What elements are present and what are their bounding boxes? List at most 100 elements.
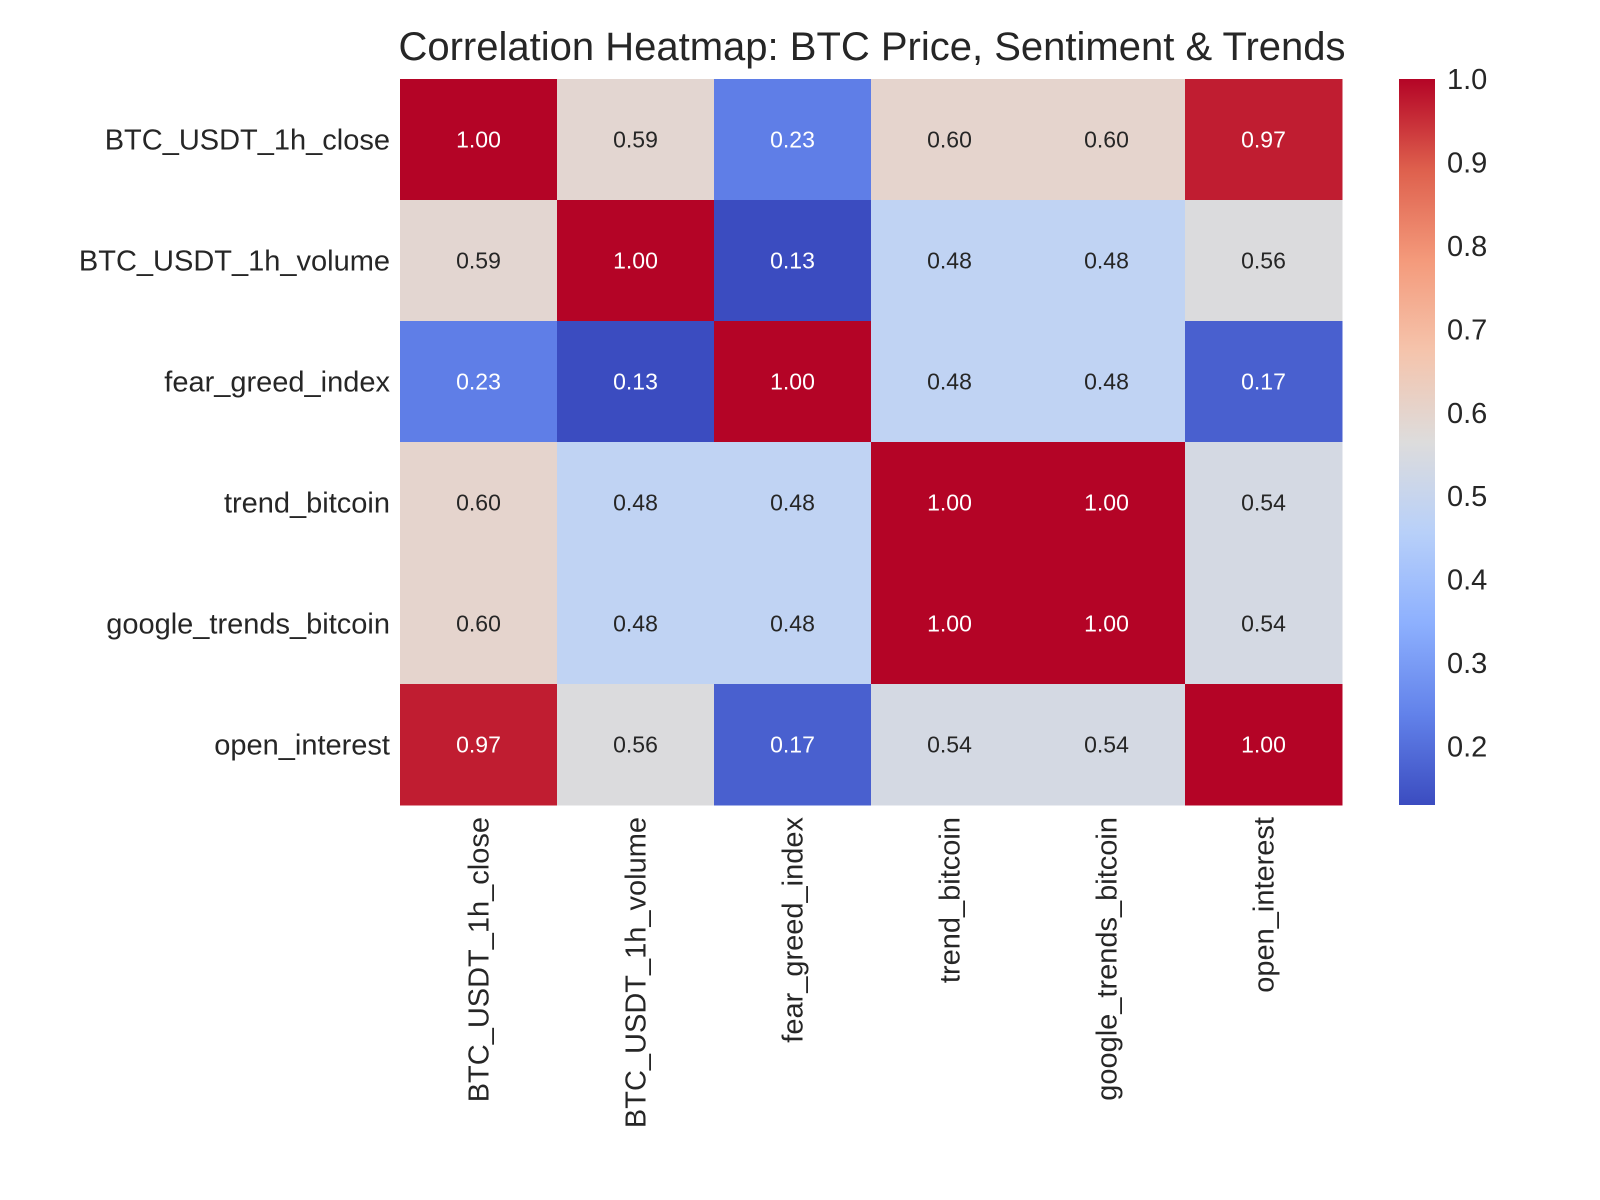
cell-value-label: 0.56: [1241, 248, 1286, 274]
column-label: fear_greed_index: [778, 817, 810, 1043]
heatmap-cell: [1185, 442, 1343, 564]
heatmap-cell: [871, 684, 1029, 806]
cell-value-label: 0.48: [927, 369, 972, 395]
heatmap-cell: [400, 563, 558, 685]
heatmap-cell: [557, 563, 715, 685]
colorbar-tick-label: 0.5: [1447, 481, 1487, 513]
row-label: google_trends_bitcoin: [106, 609, 390, 641]
heatmap-cell: [714, 321, 872, 443]
heatmap-cell: [557, 442, 715, 564]
row-label: open_interest: [214, 730, 390, 762]
heatmap-cell: [1185, 321, 1343, 443]
heatmap-cell: [1028, 442, 1186, 564]
cell-value-label: 0.48: [1084, 248, 1129, 274]
heatmap-cell: [1185, 563, 1343, 685]
cell-value-label: 1.00: [456, 127, 501, 153]
row-label: trend_bitcoin: [224, 488, 390, 520]
column-label: google_trends_bitcoin: [1092, 817, 1124, 1101]
cell-value-label: 0.60: [1084, 127, 1129, 153]
cell-value-label: 0.48: [613, 490, 658, 516]
cell-value-label: 1.00: [927, 490, 972, 516]
heatmap-cell: [400, 79, 558, 201]
cell-value-label: 0.23: [456, 369, 501, 395]
cell-value-label: 0.13: [613, 369, 658, 395]
heatmap-cell: [714, 200, 872, 322]
cell-value-label: 1.00: [1084, 490, 1129, 516]
heatmap-cell: [1028, 79, 1186, 201]
cell-value-label: 0.56: [613, 732, 658, 758]
cell-value-label: 0.48: [770, 611, 815, 637]
cell-value-label: 1.00: [613, 248, 658, 274]
cell-value-label: 1.00: [770, 369, 815, 395]
heatmap-cell: [714, 684, 872, 806]
cell-value-label: 0.60: [456, 611, 501, 637]
heatmap-cell: [871, 321, 1029, 443]
colorbar-tick-label: 0.4: [1447, 565, 1487, 597]
colorbar-tick-label: 0.9: [1447, 147, 1487, 179]
cell-value-label: 0.17: [1241, 369, 1286, 395]
cell-value-label: 0.60: [456, 490, 501, 516]
heatmap-cell-labels: 1.00 0.59 0.23 0.60 0.60 0.97 0.59 1.00 0.13 0.48…: [456, 127, 1286, 758]
heatmap-cell: [1028, 321, 1186, 443]
heatmap-cell: [400, 321, 558, 443]
column-label: BTC_USDT_1h_close: [464, 817, 496, 1102]
cell-value-label: 0.48: [770, 490, 815, 516]
heatmap-cell: [400, 684, 558, 806]
heatmap-cell: [1028, 563, 1186, 685]
column-label: open_interest: [1249, 817, 1281, 993]
cell-value-label: 0.23: [770, 127, 815, 153]
heatmap-cell: [1185, 200, 1343, 322]
heatmap-cell: [1185, 684, 1343, 806]
cell-value-label: 0.54: [1241, 611, 1286, 637]
heatmap-cells: [400, 79, 1343, 806]
row-label: BTC_USDT_1h_volume: [79, 246, 390, 278]
cell-value-label: 0.17: [770, 732, 815, 758]
heatmap-cell: [1028, 684, 1186, 806]
heatmap-cell: [714, 442, 872, 564]
column-labels: BTC_USDT_1h_close BTC_USDT_1h_volume fear_…: [464, 817, 1281, 1129]
heatmap-cell: [400, 200, 558, 322]
cell-value-label: 1.00: [927, 611, 972, 637]
cell-value-label: 0.60: [927, 127, 972, 153]
heatmap-cell: [1028, 200, 1186, 322]
cell-value-label: 0.59: [456, 248, 501, 274]
heatmap-cell: [557, 79, 715, 201]
cell-value-label: 0.54: [1241, 490, 1286, 516]
heatmap-cell: [871, 563, 1029, 685]
colorbar-tick-label: 0.7: [1447, 314, 1487, 346]
cell-value-label: 0.13: [770, 248, 815, 274]
cell-value-label: 1.00: [1084, 611, 1129, 637]
colorbar: [1399, 79, 1435, 805]
colorbar-tick-label: 0.6: [1447, 398, 1487, 430]
cell-value-label: 0.54: [1084, 732, 1129, 758]
column-label: BTC_USDT_1h_volume: [621, 817, 653, 1128]
colorbar-tick-label: 0.2: [1447, 732, 1487, 764]
row-labels: BTC_USDT_1h_close BTC_USDT_1h_volume fear_…: [79, 125, 391, 762]
chart-title: Correlation Heatmap: BTC Price, Sentimen…: [398, 25, 1345, 69]
cell-value-label: 0.48: [927, 248, 972, 274]
heatmap-cell: [1185, 79, 1343, 201]
heatmap-cell: [557, 200, 715, 322]
cell-value-label: 0.97: [456, 732, 501, 758]
cell-value-label: 0.97: [1241, 127, 1286, 153]
heatmap-cell: [871, 79, 1029, 201]
cell-value-label: 1.00: [1241, 732, 1286, 758]
heatmap-cell: [871, 442, 1029, 564]
cell-value-label: 0.48: [1084, 369, 1129, 395]
cell-value-label: 0.59: [613, 127, 658, 153]
heatmap-cell: [557, 321, 715, 443]
column-label: trend_bitcoin: [935, 817, 967, 983]
heatmap-cell: [871, 200, 1029, 322]
colorbar-ticks: 0.2 0.3 0.4 0.5 0.6 0.7 0.8 0.9 1.0: [1447, 64, 1487, 764]
cell-value-label: 0.54: [927, 732, 972, 758]
heatmap-cell: [557, 684, 715, 806]
cell-value-label: 0.48: [613, 611, 658, 637]
heatmap-cell: [400, 442, 558, 564]
heatmap-cell: [714, 563, 872, 685]
colorbar-tick-label: 1.0: [1447, 64, 1487, 96]
row-label: BTC_USDT_1h_close: [105, 125, 390, 157]
colorbar-tick-label: 0.8: [1447, 231, 1487, 263]
row-label: fear_greed_index: [164, 367, 390, 399]
colorbar-tick-label: 0.3: [1447, 648, 1487, 680]
